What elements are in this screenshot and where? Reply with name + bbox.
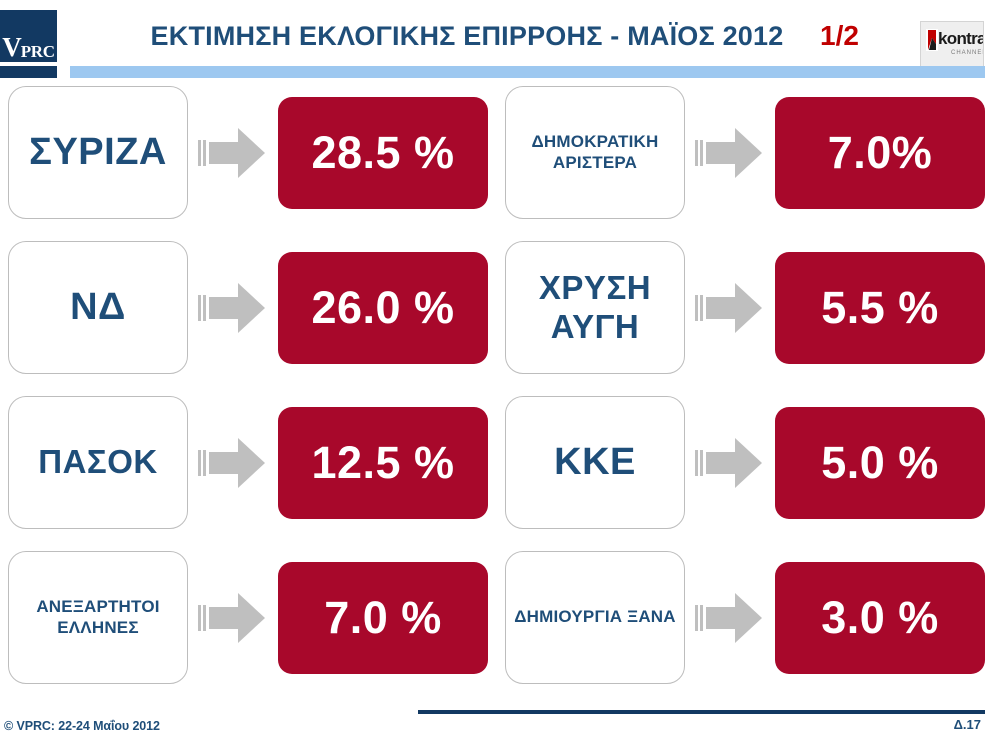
arrow-right-icon — [695, 438, 762, 488]
result-pair-left: ΠΑΣΟΚ 12.5 % — [8, 396, 488, 529]
value-card[interactable]: 7.0% — [775, 97, 985, 209]
result-pair-left: ΑΝΕΞΑΡΤΗΤΟΙ ΕΛΛΗΝΕΣ 7.0 % — [8, 551, 488, 684]
kontra-logo: kontra CHANNEL — [920, 21, 984, 69]
arrow-right-icon — [198, 593, 265, 643]
results-row: ΣΥΡΙΖΑ 28.5 % ΔΗΜΟΚΡΑΤΙΚΗ ΑΡΙΣΤΕΡΑ 7.0% — [0, 86, 987, 219]
party-card[interactable]: ΠΑΣΟΚ — [8, 396, 188, 529]
result-pair-left: ΣΥΡΙΖΑ 28.5 % — [8, 86, 488, 219]
result-pair-left: ΝΔ 26.0 % — [8, 241, 488, 374]
party-card[interactable]: ΧΡΥΣΗ ΑΥΓΗ — [505, 241, 685, 374]
kontra-logo-text: kontra — [938, 29, 984, 48]
value-card[interactable]: 12.5 % — [278, 407, 488, 519]
header-rule-dark — [0, 66, 57, 78]
vprc-logo-letter: V — [2, 32, 21, 63]
footer-source: © VPRC: 22-24 Μαΐου 2012 — [4, 719, 160, 733]
vprc-logo-text: PRC — [20, 41, 55, 61]
result-pair-right: ΧΡΥΣΗ ΑΥΓΗ 5.5 % — [505, 241, 985, 374]
arrow-right-icon — [198, 128, 265, 178]
results-row: ΑΝΕΞΑΡΤΗΤΟΙ ΕΛΛΗΝΕΣ 7.0 % ΔΗΜΙΟΥΡΓΙΑ ΞΑΝ… — [0, 551, 987, 684]
results-row: ΠΑΣΟΚ 12.5 % ΚΚΕ 5.0 % — [0, 396, 987, 529]
result-pair-right: ΔΗΜΙΟΥΡΓΙΑ ΞΑΝΑ 3.0 % — [505, 551, 985, 684]
vprc-logo: V PRC — [0, 10, 57, 62]
header-rule-light — [70, 66, 985, 78]
party-card[interactable]: ΔΗΜΟΚΡΑΤΙΚΗ ΑΡΙΣΤΕΡΑ — [505, 86, 685, 219]
arrow-right-icon — [695, 593, 762, 643]
party-card[interactable]: ΝΔ — [8, 241, 188, 374]
arrow-right-icon — [198, 438, 265, 488]
value-card[interactable]: 7.0 % — [278, 562, 488, 674]
results-grid: ΣΥΡΙΖΑ 28.5 % ΔΗΜΟΚΡΑΤΙΚΗ ΑΡΙΣΤΕΡΑ 7.0% … — [0, 86, 987, 696]
kontra-logo-subtitle: CHANNEL — [951, 50, 984, 56]
party-card[interactable]: ΑΝΕΞΑΡΤΗΤΟΙ ΕΛΛΗΝΕΣ — [8, 551, 188, 684]
arrow-right-icon — [695, 283, 762, 333]
party-card[interactable]: ΣΥΡΙΖΑ — [8, 86, 188, 219]
party-card[interactable]: ΔΗΜΙΟΥΡΓΙΑ ΞΑΝΑ — [505, 551, 685, 684]
value-card[interactable]: 28.5 % — [278, 97, 488, 209]
value-card[interactable]: 26.0 % — [278, 252, 488, 364]
value-card[interactable]: 5.0 % — [775, 407, 985, 519]
party-card[interactable]: ΚΚΕ — [505, 396, 685, 529]
value-card[interactable]: 5.5 % — [775, 252, 985, 364]
page-title: ΕΚΤΙΜΗΣΗ ΕΚΛΟΓΙΚΗΣ ΕΠΙΡΡΟΗΣ - ΜΑΪΟΣ 2012 — [150, 21, 784, 51]
result-pair-right: ΔΗΜΟΚΡΑΤΙΚΗ ΑΡΙΣΤΕΡΑ 7.0% — [505, 86, 985, 219]
footer-rule — [418, 710, 985, 714]
header: V PRC ΕΚΤΙΜΗΣΗ ΕΚΛΟΓΙΚΗΣ ΕΠΙΡΡΟΗΣ - ΜΑΪΟΣ… — [0, 0, 987, 80]
arrow-right-icon — [198, 283, 265, 333]
value-card[interactable]: 3.0 % — [775, 562, 985, 674]
result-pair-right: ΚΚΕ 5.0 % — [505, 396, 985, 529]
arrow-right-icon — [695, 128, 762, 178]
slide-number: Δ.17 — [953, 717, 981, 732]
kontra-mark-icon — [926, 29, 938, 51]
results-row: ΝΔ 26.0 % ΧΡΥΣΗ ΑΥΓΗ 5.5 % — [0, 241, 987, 374]
page-counter: 1/2 — [820, 20, 859, 51]
